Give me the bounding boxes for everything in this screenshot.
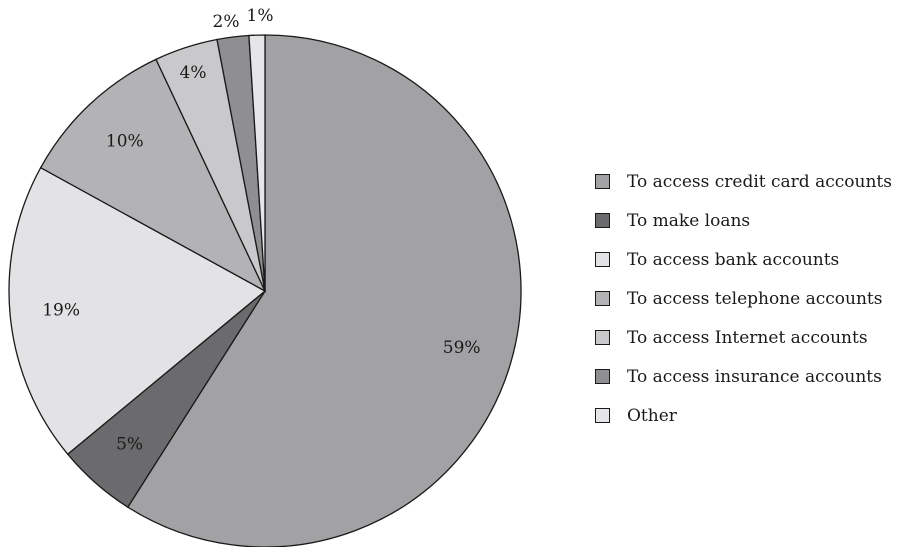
pie-slices bbox=[8, 34, 522, 547]
legend-label: To access bank accounts bbox=[627, 249, 840, 270]
legend-item-7: Other bbox=[595, 396, 892, 435]
legend-swatch bbox=[595, 174, 610, 189]
pie-value-label-7: 1% bbox=[247, 6, 274, 26]
legend-label: To access Internet accounts bbox=[627, 327, 868, 348]
legend-item-1: To access credit card accounts bbox=[595, 162, 892, 201]
pie-slice-3 bbox=[8, 166, 267, 456]
legend-label: To access credit card accounts bbox=[627, 171, 892, 192]
legend-label: Other bbox=[627, 405, 677, 426]
pie-value-label-5: 4% bbox=[180, 63, 207, 83]
pie-value-label-1: 59% bbox=[443, 338, 481, 358]
pie-value-label-3: 19% bbox=[42, 300, 80, 320]
legend-swatch bbox=[595, 369, 610, 384]
chart-legend: To access credit card accounts To make lo… bbox=[595, 162, 892, 435]
legend-swatch bbox=[595, 252, 610, 267]
legend-label: To make loans bbox=[627, 210, 751, 231]
legend-item-3: To access bank accounts bbox=[595, 240, 892, 279]
pie-slice-7 bbox=[248, 34, 266, 292]
legend-item-2: To make loans bbox=[595, 201, 892, 240]
legend-item-4: To access telephone accounts bbox=[595, 279, 892, 318]
pie-value-labels: 59% 5% 19% 10% 4% 2% 1% bbox=[42, 6, 480, 455]
legend-label: To access insurance accounts bbox=[627, 366, 882, 387]
legend-swatch bbox=[595, 291, 610, 306]
legend-item-5: To access Internet accounts bbox=[595, 318, 892, 357]
pie-value-label-4: 10% bbox=[106, 132, 144, 152]
legend-item-6: To access insurance accounts bbox=[595, 357, 892, 396]
legend-swatch bbox=[595, 330, 610, 345]
legend-swatch bbox=[595, 408, 610, 423]
legend-swatch bbox=[595, 213, 610, 228]
pie-value-label-6: 2% bbox=[213, 12, 240, 32]
legend-label: To access telephone accounts bbox=[627, 288, 883, 309]
pie-value-label-2: 5% bbox=[116, 435, 143, 455]
pie-slice-4 bbox=[39, 58, 267, 293]
